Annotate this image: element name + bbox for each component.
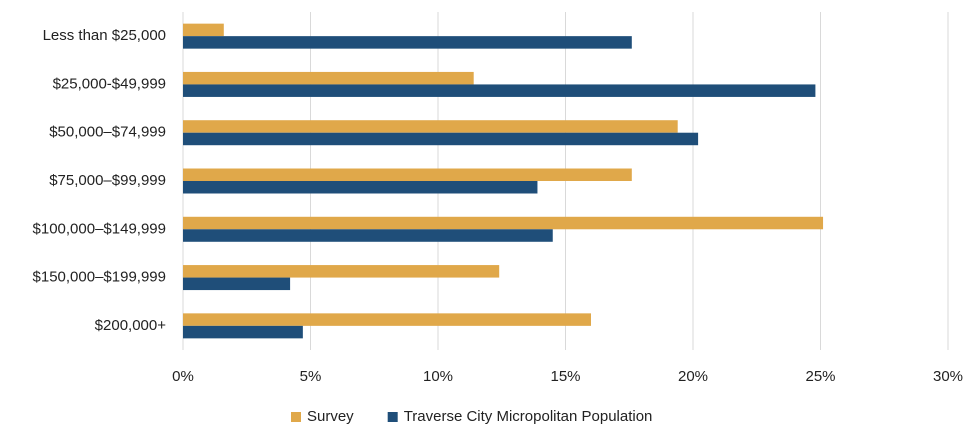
bar (183, 23, 224, 37)
bar (183, 36, 632, 49)
x-tick-label: 15% (550, 368, 580, 385)
y-tick-label: $25,000-$49,999 (53, 75, 166, 92)
y-tick-label: $75,000–$99,999 (49, 172, 166, 189)
bar (183, 229, 553, 242)
x-tick-label: 20% (678, 368, 708, 385)
y-tick-label: Less than $25,000 (43, 27, 166, 44)
legend-swatch (387, 412, 398, 422)
bar (183, 325, 303, 339)
x-tick-label: 0% (172, 368, 194, 385)
y-tick-label: $150,000–$199,999 (33, 269, 166, 286)
y-tick-label: $100,000–$149,999 (33, 220, 166, 237)
bar (183, 313, 591, 326)
x-tick-label: 30% (933, 368, 963, 385)
legend-label: Survey (307, 408, 354, 425)
y-tick-label: $50,000–$74,999 (49, 124, 166, 141)
legend-label: Traverse City Micropolitan Population (404, 408, 653, 425)
bar (183, 181, 538, 194)
bar (183, 168, 632, 181)
x-tick-label: 5% (300, 368, 322, 385)
x-tick-label: 25% (805, 368, 835, 385)
bar (183, 120, 678, 133)
bar (183, 265, 500, 278)
bar (183, 84, 816, 97)
bar (183, 277, 291, 291)
legend-swatch (291, 412, 301, 422)
x-tick-label: 10% (423, 368, 453, 385)
bar (183, 216, 824, 230)
bar (183, 132, 699, 146)
y-tick-label: $200,000+ (95, 317, 167, 334)
bar (183, 71, 474, 85)
